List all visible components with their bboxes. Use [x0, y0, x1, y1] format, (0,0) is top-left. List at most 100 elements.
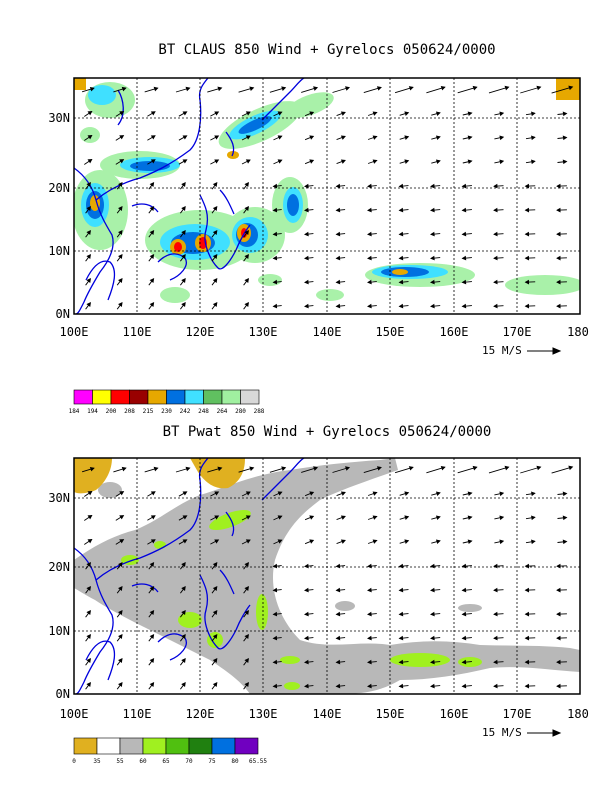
wind-vector-head [277, 135, 283, 140]
wind-vector-head [181, 682, 186, 688]
wind-vector-head [212, 610, 218, 616]
colorbar-label: 200 [106, 408, 117, 415]
wind-vector-head [435, 515, 441, 521]
wind-vector [551, 86, 573, 94]
wind-vector-head [404, 515, 410, 520]
wind-vector-head [461, 635, 467, 641]
wind-vector-head [504, 465, 510, 471]
wind-vector-head [340, 491, 346, 496]
wind-vector-head [212, 682, 218, 688]
wind-vector-head [212, 182, 218, 188]
wind-vector-head [153, 466, 159, 472]
lon-label: 130E [249, 325, 278, 339]
ref-vector-arrow [527, 347, 562, 355]
wind-vector-head [87, 514, 93, 520]
wind-vector-head [181, 610, 186, 616]
wind-vector-head [562, 539, 568, 545]
wind-vector-head [87, 134, 93, 140]
wind-vector-head [408, 466, 414, 471]
wind-vector-head [493, 279, 498, 285]
wind-vector-head [119, 135, 125, 140]
wind-vector-head [398, 279, 404, 285]
colorbar-swatch [73, 389, 93, 405]
wind-vector-head [309, 491, 315, 496]
wind-vector-head [562, 135, 568, 141]
colorbar-label: 230 [161, 408, 172, 415]
wind-vector-head [244, 302, 249, 308]
wind-vector-head [461, 279, 467, 285]
wind-vector-head [212, 586, 218, 592]
wind-vector-head [335, 659, 341, 665]
wind-vector-head [398, 255, 404, 261]
wind-vector-head [87, 538, 93, 544]
wind-vector-head [430, 611, 435, 617]
wind-vector-head [87, 490, 93, 496]
wind-vector-head [430, 255, 435, 261]
wind-vector-head [562, 159, 568, 165]
wind-vector-head [212, 254, 218, 260]
wind-vector-head [524, 635, 530, 641]
lon-label: 170E [503, 707, 532, 721]
wind-vector-head [376, 86, 382, 91]
wind-vector-head [493, 183, 498, 189]
ref-vector-label: 15 M/S [482, 344, 522, 357]
wind-vector-head [430, 231, 435, 237]
wind-vector-head [277, 111, 283, 116]
wind-vector-head [556, 231, 561, 237]
wind-vector-head [467, 159, 473, 165]
wind-vector-head [149, 278, 155, 284]
wind-vector-head [277, 539, 283, 544]
wind-vector-head [86, 254, 91, 260]
ref-vector-arrow [527, 729, 562, 737]
wind-vector-head [372, 159, 378, 164]
wind-vector-head [562, 111, 568, 117]
wind-vector-head [372, 135, 378, 140]
wind-vector-head [430, 659, 435, 665]
wind-vector-head [304, 255, 309, 261]
wind-vector-head [372, 491, 378, 496]
wind-vector-head [461, 563, 467, 569]
lon-label: 180 [567, 325, 589, 339]
wind-vector-head [149, 610, 155, 616]
wind-vector-head [182, 539, 188, 544]
colorbar-label: 65 [162, 758, 170, 765]
wind-vector-head [398, 587, 404, 593]
wind-vector-head [404, 491, 410, 496]
wind-vector-head [461, 683, 467, 689]
wind-vector-head [149, 586, 155, 592]
wind-vector-head [87, 158, 93, 164]
lat-label: 0N [56, 307, 70, 321]
wind-vector-head [404, 159, 410, 164]
wind-vector-head [461, 303, 467, 309]
colorbar-swatch [92, 389, 112, 405]
wind-vector-head [493, 659, 498, 665]
wind-vector-head [281, 86, 287, 91]
wind-vector-head [272, 587, 278, 593]
wind-vector-head [340, 135, 346, 140]
claus-field [74, 78, 580, 314]
wind-vector-head [245, 135, 251, 140]
lat-label: 0N [56, 687, 70, 701]
wind-vector-head [367, 183, 372, 189]
wind-vector-head [86, 610, 91, 616]
wind-vector-head [562, 515, 568, 521]
wind-vector-head [244, 182, 249, 188]
wind-vector-head [86, 634, 91, 640]
colorbar-swatch [188, 737, 213, 755]
colorbar-swatch [203, 389, 223, 405]
wind-vector-head [467, 111, 473, 117]
wind-vector-head [121, 466, 127, 472]
colorbar-label: 248 [198, 408, 209, 415]
wind-vector-head [272, 279, 278, 285]
wind-vector-head [149, 302, 155, 308]
wind-vector-head [118, 610, 123, 616]
wind-vector-head [272, 183, 278, 189]
wind-vector-head [89, 467, 95, 472]
wind-vector-head [398, 231, 404, 237]
wind-vector-head [335, 207, 341, 213]
lon-label: 180 [567, 707, 589, 721]
wind-vector-head [556, 659, 561, 665]
wind-vector-head [499, 111, 505, 117]
wind-vector [551, 466, 573, 474]
wind-vector-head [212, 634, 218, 640]
